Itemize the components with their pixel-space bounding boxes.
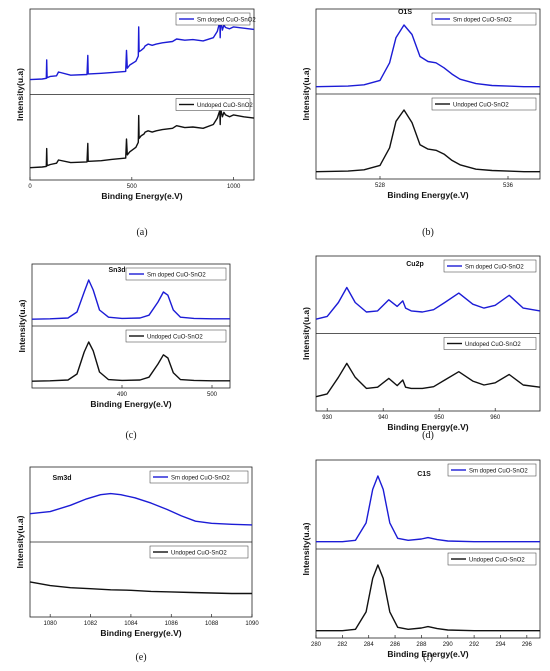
series-line-sm-doped bbox=[31, 279, 230, 320]
legend-box bbox=[443, 259, 537, 273]
chart-f: Sm doped CuO-SnO2 Undoped CuO-SnO2 280 282 2… bbox=[301, 459, 541, 663]
chart-d: Sm doped CuO-SnO2 Undoped CuO-SnO2 930 940 9… bbox=[301, 255, 541, 441]
legend-box bbox=[175, 98, 251, 111]
x-tick-label: 1084 bbox=[124, 621, 138, 627]
x-tick-label: 528 bbox=[375, 183, 386, 189]
legend-label: Undoped CuO-SnO2 bbox=[453, 103, 509, 109]
x-axis-label: Binding Energy(e.V) bbox=[90, 399, 171, 409]
figure-caption: (e) bbox=[135, 652, 146, 663]
x-tick-label: 1088 bbox=[205, 621, 219, 627]
x-tick-label: 1000 bbox=[227, 184, 241, 190]
legend-box bbox=[443, 337, 537, 350]
legend-box bbox=[125, 329, 227, 343]
x-tick-label: 930 bbox=[322, 415, 333, 421]
figure-caption: (a) bbox=[136, 227, 147, 238]
x-tick-label: 0 bbox=[28, 184, 32, 190]
series-line-sm-doped bbox=[315, 24, 540, 88]
x-tick-label: 490 bbox=[117, 392, 128, 398]
legend-box bbox=[149, 470, 249, 484]
legend-box bbox=[431, 97, 537, 111]
chart-c: Sm doped CuO-SnO2 Undoped CuO-SnO2 490 500 B… bbox=[17, 263, 231, 441]
chart-e: Sm doped CuO-SnO2 Undoped CuO-SnO2 1080 108… bbox=[15, 466, 259, 663]
legend-box bbox=[125, 267, 227, 281]
y-axis-label: Intensity(u.a) bbox=[17, 299, 27, 352]
legend-label: Undoped CuO-SnO2 bbox=[469, 558, 525, 564]
chart-b: Sm doped CuO-SnO2 Undoped CuO-SnO2 528 536 B… bbox=[301, 8, 541, 238]
x-axis-label: Binding Energy(e.V) bbox=[387, 422, 468, 432]
series-line-sm-doped bbox=[316, 475, 540, 543]
x-tick-label: 536 bbox=[503, 183, 514, 189]
legend-label: Sm doped CuO-SnO2 bbox=[453, 18, 512, 24]
x-tick-label: 950 bbox=[434, 415, 445, 421]
x-tick-label: 1086 bbox=[165, 621, 179, 627]
series-line-sm-doped bbox=[29, 19, 255, 81]
chart-title: Sn3d bbox=[108, 267, 125, 274]
legend-label: Sm doped CuO-SnO2 bbox=[465, 265, 524, 271]
series-line-undoped bbox=[29, 107, 255, 169]
series-line-sm-doped bbox=[315, 286, 541, 320]
x-tick-label: 1080 bbox=[44, 621, 58, 627]
chart-title: Cu2p bbox=[406, 261, 424, 268]
x-tick-label: 294 bbox=[495, 642, 506, 648]
figure-caption: (b) bbox=[422, 227, 434, 238]
legend-label: Undoped CuO-SnO2 bbox=[171, 551, 227, 557]
legend-label: Undoped CuO-SnO2 bbox=[197, 103, 253, 109]
chart-title: C1S bbox=[417, 471, 431, 478]
x-tick-label: 940 bbox=[378, 415, 389, 421]
x-tick-label: 960 bbox=[490, 415, 501, 421]
legend-label: Undoped CuO-SnO2 bbox=[147, 335, 203, 341]
chart-a: Sm doped CuO-SnO2 Undoped CuO-SnO2 0 500 100… bbox=[15, 8, 256, 238]
legend-box bbox=[447, 552, 537, 566]
x-tick-label: 500 bbox=[207, 392, 218, 398]
series-line-sm-doped bbox=[29, 492, 253, 526]
legend-box bbox=[447, 463, 537, 477]
series-line-undoped bbox=[315, 109, 540, 173]
legend-box bbox=[431, 12, 537, 26]
chart-title: O1S bbox=[398, 9, 412, 16]
x-tick-label: 292 bbox=[469, 642, 480, 648]
x-tick-label: 280 bbox=[311, 642, 322, 648]
x-tick-label: 286 bbox=[390, 642, 401, 648]
x-tick-label: 282 bbox=[337, 642, 348, 648]
x-tick-label: 1090 bbox=[245, 621, 259, 627]
x-tick-label: 1082 bbox=[84, 621, 98, 627]
legend-label: Undoped CuO-SnO2 bbox=[465, 342, 521, 348]
x-tick-label: 296 bbox=[522, 642, 533, 648]
legend-label: Sm doped CuO-SnO2 bbox=[197, 18, 256, 24]
legend-label: Sm doped CuO-SnO2 bbox=[469, 469, 528, 475]
figure-caption: (c) bbox=[125, 430, 136, 441]
x-axis-label: Binding Energy(e.V) bbox=[387, 649, 468, 659]
figure-caption: (d) bbox=[422, 430, 434, 441]
legend-box bbox=[175, 12, 251, 26]
x-axis-label: Binding Energy(e.V) bbox=[101, 191, 182, 201]
chart-title: Sm3d bbox=[52, 475, 71, 482]
x-axis-label: Binding Energy(e.V) bbox=[100, 628, 181, 638]
x-axis-label: Binding Energy(e.V) bbox=[387, 190, 468, 200]
series-line-undoped bbox=[31, 341, 230, 382]
x-tick-label: 284 bbox=[364, 642, 375, 648]
y-axis-label: Intensity(u.a) bbox=[15, 68, 25, 121]
x-tick-label: 290 bbox=[443, 642, 454, 648]
series-line-undoped bbox=[315, 362, 541, 398]
y-axis-label: Intensity(u.a) bbox=[301, 522, 311, 575]
x-tick-label: 288 bbox=[416, 642, 427, 648]
legend-box bbox=[149, 545, 249, 559]
x-tick-label: 500 bbox=[127, 184, 138, 190]
legend-label: Sm doped CuO-SnO2 bbox=[147, 273, 206, 279]
figure-caption: (f) bbox=[423, 652, 433, 663]
series-line-undoped bbox=[316, 564, 540, 632]
legend-label: Sm doped CuO-SnO2 bbox=[171, 476, 230, 482]
y-axis-label: Intensity(u.a) bbox=[15, 515, 25, 568]
y-axis-label: Intensity(u.a) bbox=[301, 307, 311, 360]
y-axis-label: Intensity(u.a) bbox=[301, 67, 311, 120]
series-line-undoped bbox=[29, 581, 252, 595]
